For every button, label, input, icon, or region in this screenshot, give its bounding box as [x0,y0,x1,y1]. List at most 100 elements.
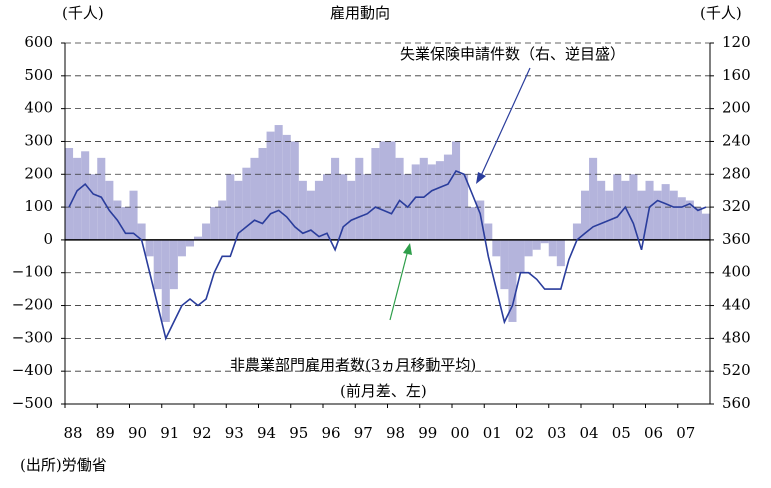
y2-tick-label: 400 [722,263,751,281]
x-tick-label: 04 [579,424,598,442]
bar [331,157,340,240]
annotation: 失業保険申請件数（右、逆目盛） [400,45,625,63]
annotation: (前月差、左) [340,382,427,400]
bar [669,190,678,240]
x-tick-label: 05 [612,424,631,442]
bar [693,207,702,240]
bar [242,167,251,240]
bar [161,239,170,322]
bar [129,190,138,240]
bar [81,151,90,240]
bar [540,239,549,244]
bar [266,131,275,240]
bar [556,239,565,267]
bar [89,174,98,240]
y2-tick-label: 440 [722,296,751,314]
line [68,170,707,341]
bar [661,184,670,240]
bar [677,197,686,240]
bar [121,207,130,240]
y2-tick-label: 120 [722,33,751,51]
annotation: 非農業部門雇用者数(3ヵ月移動平均) [230,356,476,374]
bar [355,157,364,240]
bar [460,174,469,240]
y2-tick-label: 320 [722,197,751,215]
x-tick-label: 91 [160,424,179,442]
x-tick-label: 94 [257,424,276,442]
chart-title: 雇用動向 [330,4,390,22]
bar [476,200,485,240]
bar [234,180,243,240]
bar [395,157,404,240]
bar [589,157,598,240]
bar [379,141,388,240]
bar [468,207,477,240]
y-tick-label: −500 [12,394,53,412]
bar [274,125,283,240]
arrow [389,249,409,321]
bar [435,161,444,240]
bar [484,223,493,240]
y-tick-label: 400 [24,99,53,117]
bar [524,239,533,257]
bar [508,239,517,322]
bar [153,239,162,290]
bar [185,239,194,247]
bar [500,239,509,290]
y-unit-left: (千人) [62,4,104,22]
bar [637,190,646,240]
bar [653,190,662,240]
y-tick-label: 200 [24,164,53,182]
source: (出所)労働省 [20,456,107,474]
bar [419,157,428,240]
bar [258,148,267,240]
y-tick-label: −300 [12,328,53,346]
y-tick-label: 600 [24,33,53,51]
y-tick-label: −200 [12,296,53,314]
y2-tick-label: 280 [722,164,751,182]
y-tick-label: 100 [24,197,53,215]
bar [210,207,219,240]
bar [97,157,106,240]
x-tick-label: 01 [483,424,502,442]
bar [621,180,630,240]
x-tick-label: 06 [644,424,663,442]
y-unit-right: (千人) [700,4,742,22]
x-tick-label: 02 [515,424,534,442]
bar [65,148,74,240]
bar [701,213,710,240]
y2-tick-label: 480 [722,328,751,346]
x-tick-label: 03 [547,424,566,442]
x-tick-label: 99 [418,424,437,442]
y-tick-label: −100 [12,263,53,281]
bar [290,141,299,240]
bar [73,157,82,240]
bar [411,164,420,240]
bar [452,141,461,240]
bar [492,239,501,257]
bar [169,239,178,290]
bar [581,190,590,240]
bar [177,239,186,257]
bar [314,180,323,240]
arrow-head [403,243,412,255]
bar [145,239,154,257]
bar [605,190,614,240]
bar [597,180,606,240]
y2-tick-label: 200 [722,99,751,117]
bar [516,239,525,273]
bar [202,223,211,240]
bar [443,154,452,240]
arrow [479,67,531,179]
x-tick-label: 88 [63,424,82,442]
x-tick-label: 96 [321,424,340,442]
bar [387,141,396,240]
y-tick-label: 0 [43,230,53,248]
arrow-head [476,172,486,184]
y2-tick-label: 560 [722,394,751,412]
bar [371,148,380,240]
x-tick-label: 92 [192,424,211,442]
bar [306,190,315,240]
bar [548,239,557,257]
